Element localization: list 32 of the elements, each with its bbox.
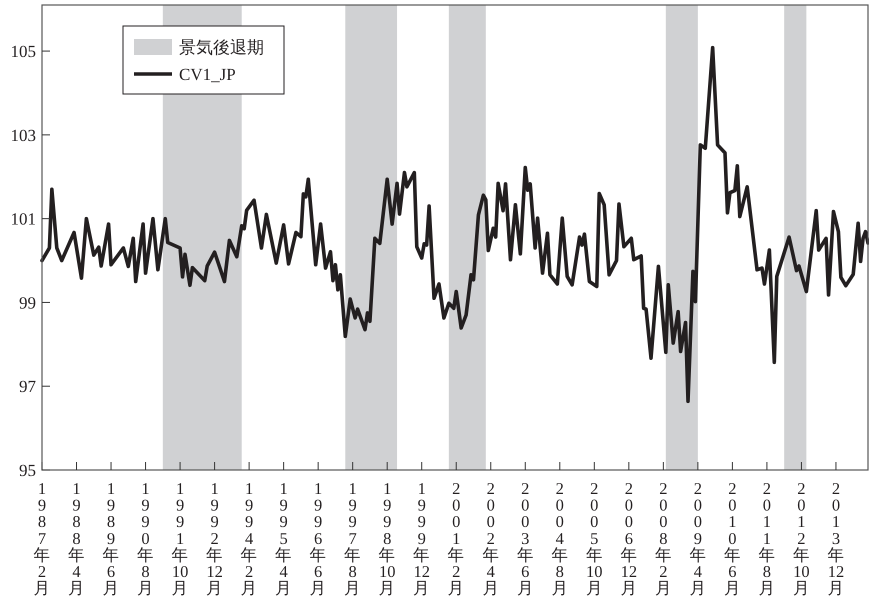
x-tick-label: 2001年2月 — [448, 479, 465, 598]
x-tick-label: 1999年12月 — [413, 479, 430, 598]
y-tick-label: 101 — [10, 210, 36, 229]
x-tick-label: 2009年4月 — [689, 479, 706, 598]
y-tick-label: 97 — [19, 377, 36, 396]
x-tick-label: 1994年2月 — [240, 479, 258, 598]
y-tick-label: 95 — [19, 461, 36, 480]
x-tick-label: 2004年8月 — [551, 479, 568, 598]
x-tick-label: 1989年6月 — [102, 479, 120, 598]
y-tick-label: 105 — [10, 42, 36, 62]
band-label: 景気後退期 — [179, 38, 264, 57]
x-tick-label: 2006年12月 — [620, 479, 638, 598]
x-tick-label: 1991年10月 — [172, 479, 189, 598]
x-tick-label: 1992年12月 — [206, 479, 224, 598]
x-tick-label: 2005年10月 — [586, 479, 603, 598]
x-tick-label: 2010年6月 — [724, 479, 741, 598]
x-tick-label: 1987年2月 — [34, 479, 50, 598]
x-tick-label: 2003年6月 — [516, 479, 534, 598]
x-tick-label: 1995年4月 — [275, 479, 292, 598]
x-tick-label: 2012年10月 — [792, 479, 810, 598]
x-tick-label: 2013年12月 — [827, 479, 844, 598]
legend-label: CV1_JP — [179, 65, 236, 84]
x-tick-label: 2002年4月 — [482, 479, 500, 598]
x-tick-label: 1996年6月 — [310, 479, 327, 598]
x-tick-label: 1997年8月 — [344, 479, 362, 598]
x-tick-label: 1988年4月 — [68, 479, 86, 598]
y-tick-label: 103 — [10, 126, 36, 145]
x-tick-label: 1990年8月 — [137, 479, 154, 598]
x-tick-label: 2008年2月 — [654, 479, 672, 598]
x-tick-label: 2011年8月 — [758, 479, 776, 598]
y-tick-label: 99 — [19, 293, 36, 312]
x-tick-label: 1998年10月 — [378, 479, 396, 598]
